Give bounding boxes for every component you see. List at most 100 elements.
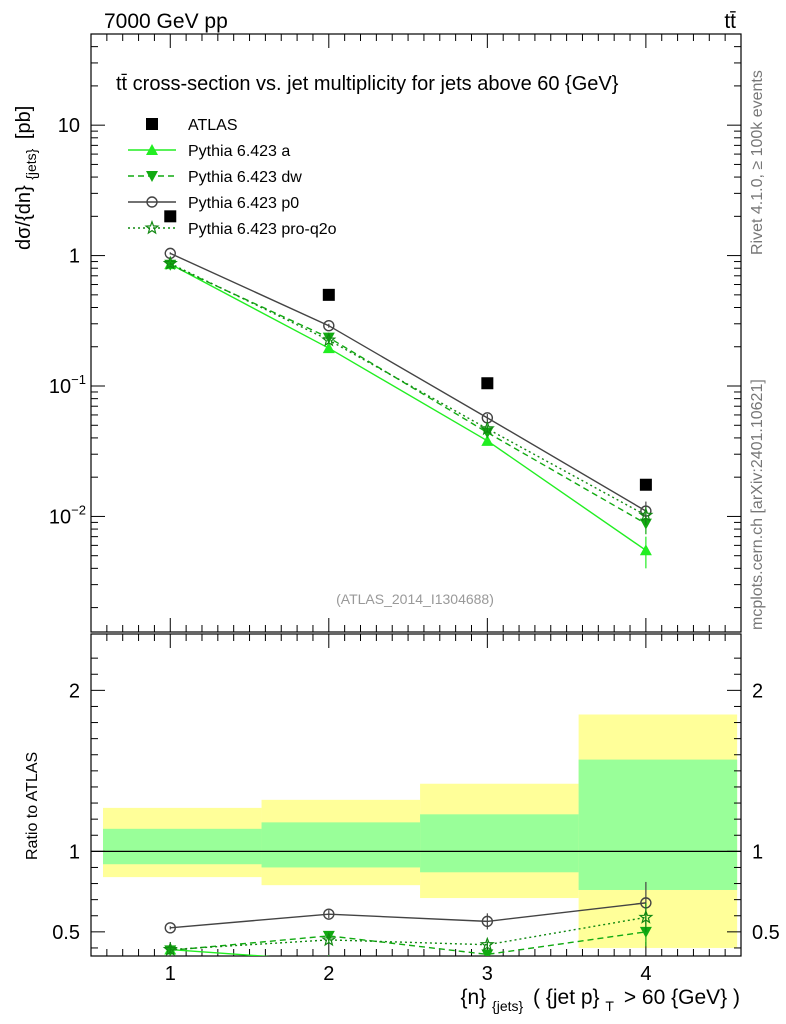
- ratio-series-group: [162, 881, 654, 956]
- legend-label: Pythia 6.423 pro-q2o: [188, 221, 337, 238]
- ratio-y-tick-label-right: 0.5: [752, 922, 780, 944]
- y-tick-label-base: 10: [49, 506, 71, 528]
- ratio-bands: [91, 714, 741, 948]
- data-point: [164, 259, 177, 271]
- x-label-sub: {jets}: [492, 998, 523, 1014]
- series-pythia-6-423-p0: [164, 247, 652, 523]
- ratio-point: [481, 949, 494, 956]
- y-tick-label-exp: −2: [71, 502, 86, 517]
- series-pythia-6-423-pro-q2o: [162, 255, 654, 525]
- series-atlas: [164, 210, 652, 491]
- ratio-point: [639, 926, 652, 938]
- data-point: [639, 478, 652, 491]
- legend-marker: [146, 144, 158, 155]
- ratio-line: [170, 948, 271, 956]
- ratio-point: [162, 941, 178, 956]
- series-line: [169, 264, 647, 525]
- ratio-point: [322, 930, 335, 942]
- inner-band: [103, 828, 262, 865]
- main-ylabel-main: dσ/{dn}: [13, 185, 35, 250]
- x-label-sub2: T: [605, 998, 614, 1014]
- data-point: [321, 332, 337, 347]
- ratio-y-tick-label-right: 2: [752, 680, 763, 702]
- series-line: [169, 262, 647, 516]
- ratio-point: [638, 909, 654, 924]
- ratio-y-tick-label: 1: [69, 841, 80, 863]
- ratio-pythia-6-423-pro-q2o: [162, 902, 654, 956]
- data-point: [638, 507, 654, 522]
- legend-item: Pythia 6.423 pro-q2o: [128, 220, 337, 238]
- x-tick-label: 4: [640, 963, 651, 985]
- series-pythia-6-423-a: [164, 258, 652, 569]
- y-tick-label: 10−1: [49, 372, 86, 398]
- legend: ATLAS Pythia 6.423 a Pythia 6.423 dw Pythia…: [128, 117, 337, 238]
- data-point: [481, 377, 494, 390]
- ratio-plot-frame: [90, 633, 742, 957]
- x-tick-label: 2: [323, 963, 334, 985]
- data-point: [481, 434, 494, 446]
- legend-item: Pythia 6.423 p0: [128, 195, 299, 212]
- legend-marker: [146, 196, 158, 208]
- header-left-label: 7000 GeV pp: [104, 10, 228, 33]
- ratio-y-tick-label: 0.5: [52, 922, 80, 944]
- ratio-point: [328, 954, 330, 956]
- ratio-point: [479, 936, 495, 952]
- data-point: [164, 210, 177, 223]
- inner-band: [578, 759, 738, 890]
- ratio-point: [323, 908, 335, 920]
- ratio-point: [481, 915, 494, 928]
- ratio-axis-ticks: 0.5 0.5 1 1 2 2 1 2 3 4: [52, 634, 780, 985]
- chart-title: tt̄ cross-section vs. jet multiplicity f…: [116, 73, 619, 95]
- legend-marker: [146, 171, 158, 182]
- series-line: [169, 252, 647, 512]
- header-right-label: tt̄: [724, 10, 736, 33]
- legend-label: Pythia 6.423 dw: [188, 169, 302, 186]
- ratio-y-tick-label: 2: [69, 680, 80, 702]
- legend-marker: [144, 220, 160, 235]
- data-point: [479, 420, 495, 436]
- legend-label: ATLAS: [188, 117, 238, 134]
- main-plot-frame: [90, 33, 742, 633]
- inner-band: [261, 822, 421, 868]
- x-tick-label: 3: [482, 963, 493, 985]
- series-line: [169, 263, 647, 551]
- rivet-label: Rivet 4.1.0, ≥ 100k events: [749, 70, 766, 255]
- main-ylabel-sub: {jets}: [23, 148, 39, 179]
- y-tick-label: 10−2: [49, 502, 86, 528]
- x-tick-label: 1: [165, 963, 176, 985]
- ratio-y-tick-label-right: 1: [752, 841, 763, 863]
- data-point: [162, 255, 178, 270]
- main-ylabel-unit: [pb]: [13, 106, 35, 139]
- x-label-tail2: > 60 {GeV} ): [624, 986, 740, 1009]
- legend-item: ATLAS: [146, 117, 238, 134]
- data-point: [639, 544, 652, 556]
- legend-item: Pythia 6.423 a: [128, 143, 290, 160]
- analysis-id: (ATLAS_2014_I1304688): [336, 591, 494, 607]
- x-axis-label: {n} {jets} ( {jet p} T > 60 {GeV} ): [460, 986, 740, 1016]
- ratio-line: [170, 902, 646, 929]
- data-point: [323, 320, 335, 332]
- data-point: [322, 342, 335, 354]
- ratio-point: [321, 931, 337, 947]
- mcplots-label: mcplots.cern.ch [arXiv:2401.10621]: [749, 379, 766, 630]
- y-tick-label-exp: −1: [71, 372, 86, 387]
- ratio-ylabel: Ratio to ATLAS: [24, 752, 41, 860]
- x-label-main: {n}: [460, 986, 486, 1009]
- svg-text:dσ/{dn} {jets} [pb: dσ/{dn} {jets} [pb]: [13, 106, 41, 250]
- series-pythia-6-423-dw: [164, 259, 652, 535]
- legend-label: Pythia 6.423 a: [188, 143, 290, 160]
- ratio-point: [164, 922, 176, 934]
- legend-label: Pythia 6.423 p0: [188, 195, 299, 212]
- legend-marker: [146, 118, 158, 130]
- y-tick-label: 10: [58, 115, 80, 137]
- inner-band: [420, 814, 579, 873]
- main-ylabel: dσ/{dn} {jets} [pb]: [13, 106, 41, 250]
- y-tick-label: 1: [69, 246, 80, 268]
- legend-item: Pythia 6.423 dw: [128, 169, 302, 186]
- y-tick-label-base: 10: [49, 376, 71, 398]
- data-point: [322, 288, 335, 301]
- main-series-group: [162, 210, 654, 569]
- x-label-tail: ( {jet p}: [533, 986, 600, 1009]
